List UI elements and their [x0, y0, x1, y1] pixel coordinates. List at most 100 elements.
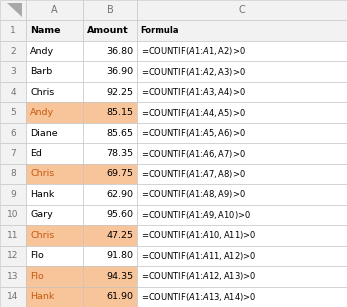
Bar: [0, 164, 26, 184]
Bar: [83, 205, 137, 225]
Bar: [137, 266, 347, 286]
Bar: [137, 123, 347, 143]
Bar: [26, 41, 83, 61]
Bar: [0, 143, 26, 164]
Bar: [0, 102, 26, 123]
Text: =COUNTIF($A$1:$A12,$A13)>0: =COUNTIF($A$1:$A12,$A13)>0: [141, 270, 256, 282]
Bar: [26, 82, 83, 102]
Text: 62.90: 62.90: [107, 190, 134, 199]
Bar: [83, 41, 137, 61]
Text: 8: 8: [10, 169, 16, 178]
Bar: [137, 184, 347, 205]
Text: 10: 10: [7, 210, 19, 220]
Bar: [83, 143, 137, 164]
Bar: [137, 205, 347, 225]
Bar: [26, 21, 83, 41]
Text: 36.80: 36.80: [107, 47, 134, 56]
Bar: [26, 143, 83, 164]
Text: =COUNTIF($A$1:$A4,$A5)>0: =COUNTIF($A$1:$A4,$A5)>0: [141, 107, 245, 119]
Text: 61.90: 61.90: [107, 292, 134, 301]
Bar: [0, 41, 26, 61]
Text: 95.60: 95.60: [107, 210, 134, 220]
Text: 9: 9: [10, 190, 16, 199]
Text: =COUNTIF($A$1:$A11,$A12)>0: =COUNTIF($A$1:$A11,$A12)>0: [141, 250, 256, 262]
Text: =COUNTIF($A$1:$A3,$A4)>0: =COUNTIF($A$1:$A3,$A4)>0: [141, 86, 245, 98]
Text: Hank: Hank: [30, 190, 54, 199]
Text: =COUNTIF($A$1:$A1,$A2)>0: =COUNTIF($A$1:$A1,$A2)>0: [141, 45, 245, 57]
Bar: [83, 61, 137, 82]
Bar: [137, 164, 347, 184]
Text: Flo: Flo: [30, 272, 44, 281]
Bar: [83, 286, 137, 307]
Bar: [0, 266, 26, 286]
Bar: [26, 164, 83, 184]
Text: =COUNTIF($A$1:$A6,$A7)>0: =COUNTIF($A$1:$A6,$A7)>0: [141, 147, 245, 160]
Bar: [83, 225, 137, 246]
Bar: [26, 246, 83, 266]
Bar: [137, 286, 347, 307]
Bar: [83, 123, 137, 143]
Text: 47.25: 47.25: [107, 231, 134, 240]
Bar: [0, 184, 26, 205]
Bar: [83, 0, 137, 21]
Text: 85.65: 85.65: [107, 129, 134, 138]
Bar: [83, 102, 137, 123]
Text: 92.25: 92.25: [107, 87, 134, 97]
Bar: [83, 266, 137, 286]
Bar: [137, 102, 347, 123]
Text: A: A: [51, 5, 58, 15]
Text: Ed: Ed: [30, 149, 42, 158]
Text: 11: 11: [7, 231, 19, 240]
Text: 69.75: 69.75: [107, 169, 134, 178]
Text: Hank: Hank: [30, 292, 54, 301]
Text: Amount: Amount: [87, 26, 129, 35]
Bar: [26, 225, 83, 246]
Bar: [137, 82, 347, 102]
Bar: [137, 143, 347, 164]
Bar: [0, 82, 26, 102]
Text: 14: 14: [7, 292, 19, 301]
Bar: [83, 246, 137, 266]
Text: 6: 6: [10, 129, 16, 138]
Text: 7: 7: [10, 149, 16, 158]
Text: 2: 2: [10, 47, 16, 56]
Text: Name: Name: [30, 26, 61, 35]
Bar: [26, 0, 83, 21]
Text: 1: 1: [10, 26, 16, 35]
Text: Andy: Andy: [30, 108, 54, 117]
Bar: [83, 21, 137, 41]
Text: =COUNTIF($A$1:$A7,$A8)>0: =COUNTIF($A$1:$A7,$A8)>0: [141, 168, 245, 180]
Text: Chris: Chris: [30, 169, 54, 178]
Polygon shape: [7, 3, 22, 17]
Bar: [0, 0, 26, 21]
Bar: [137, 21, 347, 41]
Text: =COUNTIF($A$1:$A10,$A11)>0: =COUNTIF($A$1:$A10,$A11)>0: [141, 229, 256, 241]
Bar: [0, 225, 26, 246]
Text: 85.15: 85.15: [107, 108, 134, 117]
Bar: [26, 184, 83, 205]
Bar: [137, 225, 347, 246]
Text: =COUNTIF($A$1:$A9,$A10)>0: =COUNTIF($A$1:$A9,$A10)>0: [141, 209, 251, 221]
Bar: [26, 61, 83, 82]
Bar: [137, 41, 347, 61]
Text: =COUNTIF($A$1:$A13,$A14)>0: =COUNTIF($A$1:$A13,$A14)>0: [141, 291, 256, 303]
Text: 94.35: 94.35: [107, 272, 134, 281]
Text: 4: 4: [10, 87, 16, 97]
Bar: [26, 205, 83, 225]
Text: 36.90: 36.90: [107, 67, 134, 76]
Bar: [83, 164, 137, 184]
Text: 91.80: 91.80: [107, 251, 134, 260]
Text: C: C: [239, 5, 245, 15]
Bar: [137, 246, 347, 266]
Text: 78.35: 78.35: [107, 149, 134, 158]
Bar: [0, 123, 26, 143]
Text: B: B: [107, 5, 113, 15]
Bar: [83, 82, 137, 102]
Bar: [0, 205, 26, 225]
Text: Formula: Formula: [141, 26, 179, 35]
Text: 13: 13: [7, 272, 19, 281]
Text: Chris: Chris: [30, 231, 54, 240]
Text: Andy: Andy: [30, 47, 54, 56]
Bar: [0, 61, 26, 82]
Text: Barb: Barb: [30, 67, 52, 76]
